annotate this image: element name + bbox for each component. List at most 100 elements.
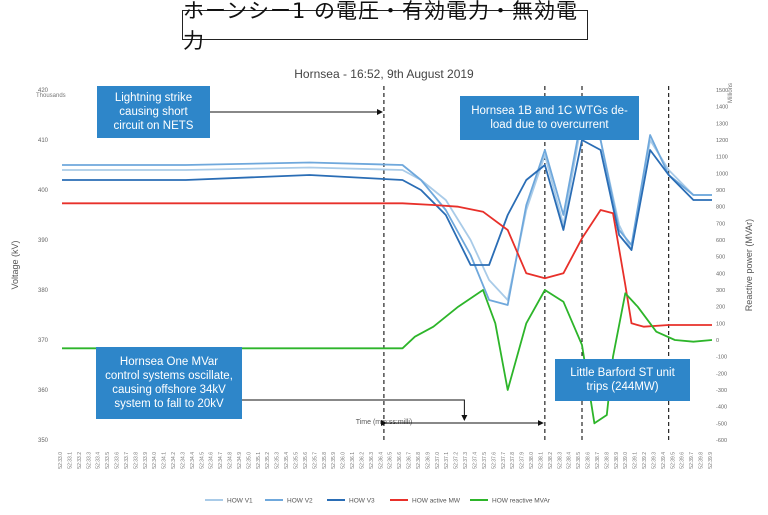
- x-tick-label: 52:34.1: [162, 452, 168, 469]
- y-right-tick-label: 1500: [716, 88, 728, 94]
- x-tick-label: 52:35.5: [294, 452, 300, 469]
- y-left-ticks: 350 360 370 380 390 400 410 420: [38, 88, 49, 444]
- x-tick-label: 52:36.2: [359, 452, 365, 469]
- x-tick-label: 52:33.7: [124, 452, 130, 469]
- x-tick-label: 52:34.6: [209, 452, 215, 469]
- x-tick-label: 52:36.7: [407, 452, 413, 469]
- x-tick-label: 52:33.3: [86, 452, 92, 469]
- annotation-lightning: Lightning strike causing short circuit o…: [97, 86, 210, 138]
- arrow-oscillation: [242, 399, 468, 421]
- x-tick-label: 52:37.3: [463, 452, 469, 469]
- y-right-tick-label: 100: [716, 321, 725, 327]
- x-tick-label: 52:38.9: [614, 452, 620, 469]
- annotation-wtg-deload: Hornsea 1B and 1C WTGs de-load due to ov…: [460, 96, 639, 140]
- x-tick-label: 52:39.2: [642, 452, 648, 469]
- x-tick-label: 52:34.9: [237, 452, 243, 469]
- x-tick-label: 52:33.6: [115, 452, 121, 469]
- x-tick-label: 52:35.3: [275, 452, 281, 469]
- x-tick-label: 52:34.5: [199, 452, 205, 469]
- y-right-tick-label: 600: [716, 238, 725, 244]
- x-tick-label: 52:39.5: [670, 452, 676, 469]
- x-tick-label: 52:37.8: [510, 452, 516, 469]
- annotation-mvar-oscillation: Hornsea One MVar control systems oscilla…: [96, 347, 242, 419]
- y-right-tick-label: -100: [716, 355, 727, 361]
- y-right-tick-label: 400: [716, 271, 725, 277]
- series-line-2: [62, 139, 712, 266]
- x-tick-label: 52:35.0: [246, 452, 252, 469]
- x-tick-label: 52:34.4: [190, 452, 196, 469]
- x-tick-label: 52:39.0: [623, 452, 629, 469]
- x-tick-label: 52:37.2: [454, 452, 460, 469]
- x-tick-label: 52:33.2: [77, 452, 83, 469]
- legend: HOW V1 HOW V2 HOW V3 HOW active MW HOW react…: [205, 498, 551, 505]
- x-tick-label: 52:36.9: [425, 452, 431, 469]
- x-tick-label: 52:33.1: [67, 452, 73, 469]
- x-tick-label: 52:37.0: [435, 452, 441, 469]
- x-tick-label: 52:38.2: [548, 452, 554, 469]
- x-tick-label: 52:35.4: [284, 452, 290, 469]
- y-left-tick-label: 380: [38, 288, 49, 294]
- series-line-1: [62, 114, 712, 306]
- legend-label: HOW V1: [227, 498, 253, 505]
- y-right-tick-label: 1000: [716, 171, 728, 177]
- y-axis-left-label: Voltage (kV): [10, 240, 20, 289]
- y-left-tick-label: 420: [38, 88, 49, 94]
- x-tick-label: 52:34.0: [152, 452, 158, 469]
- annotation-little-barford: Little Barford ST unit trips (244MW): [555, 359, 690, 401]
- right-unit-label: Millions: [728, 83, 734, 103]
- x-tick-label: 52:39.7: [689, 452, 695, 469]
- y-right-tick-label: 300: [716, 288, 725, 294]
- x-tick-label: 52:35.9: [331, 452, 337, 469]
- x-tick-label: 52:36.4: [378, 452, 384, 469]
- x-tick-label: 52:35.8: [322, 452, 328, 469]
- legend-label: HOW V2: [287, 498, 313, 505]
- x-tick-label: 52:38.5: [576, 452, 582, 469]
- x-tick-label: 52:35.2: [265, 452, 271, 469]
- legend-label: HOW active MW: [412, 498, 461, 505]
- y-right-tick-label: 800: [716, 205, 725, 211]
- y-right-tick-label: -200: [716, 371, 727, 377]
- x-tick-label: 52:39.9: [708, 452, 714, 469]
- x-tick-label: 52:38.6: [586, 452, 592, 469]
- x-tick-label: 52:38.7: [595, 452, 601, 469]
- x-tick-label: 52:36.6: [397, 452, 403, 469]
- y-right-tick-label: 1300: [716, 121, 728, 127]
- y-right-tick-label: 500: [716, 255, 725, 261]
- x-tick-label: 52:37.6: [491, 452, 497, 469]
- x-tick-label: 52:34.8: [228, 452, 234, 469]
- x-tick-label: 52:37.7: [501, 452, 507, 469]
- x-tick-label: 52:36.5: [388, 452, 394, 469]
- y-left-tick-label: 410: [38, 138, 49, 144]
- y-right-tick-label: -300: [716, 388, 727, 394]
- x-tick-label: 52:37.4: [472, 452, 478, 469]
- x-ticks: 52:33.0 52:33.1 52:33.2 52:33.3 52:33.4 52:33…: [58, 452, 714, 469]
- y-left-tick-label: 400: [38, 188, 49, 194]
- x-tick-label: 52:33.9: [143, 452, 149, 469]
- y-right-tick-label: 1400: [716, 105, 728, 111]
- x-tick-label: 52:35.1: [256, 452, 262, 469]
- y-right-tick-label: 0: [716, 338, 719, 344]
- x-tick-label: 52:39.8: [699, 452, 705, 469]
- y-left-tick-label: 370: [38, 338, 49, 344]
- series-line-3: [62, 202, 712, 328]
- y-right-tick-label: 700: [716, 221, 725, 227]
- x-tick-label: 52:38.4: [567, 452, 573, 469]
- x-tick-label: 52:36.0: [341, 452, 347, 469]
- x-tick-label: 52:38.0: [529, 452, 535, 469]
- x-tick-label: 52:39.1: [633, 452, 639, 469]
- x-tick-label: 52:39.3: [651, 452, 657, 469]
- y-right-ticks: 1500140013001200110010009008007006005004…: [716, 88, 728, 444]
- x-tick-label: 52:37.5: [482, 452, 488, 469]
- series-lines: [62, 114, 713, 425]
- x-tick-label: 52:36.8: [416, 452, 422, 469]
- y-right-tick-label: 1100: [716, 155, 728, 161]
- x-tick-label: 52:39.4: [661, 452, 667, 469]
- x-tick-label: 52:37.1: [444, 452, 450, 469]
- y-right-tick-label: -500: [716, 421, 727, 427]
- x-tick-label: 52:33.5: [105, 452, 111, 469]
- x-tick-label: 52:33.8: [133, 452, 139, 469]
- x-tick-label: 52:34.3: [180, 452, 186, 469]
- x-tick-label: 52:34.2: [171, 452, 177, 469]
- x-tick-label: 52:38.3: [557, 452, 563, 469]
